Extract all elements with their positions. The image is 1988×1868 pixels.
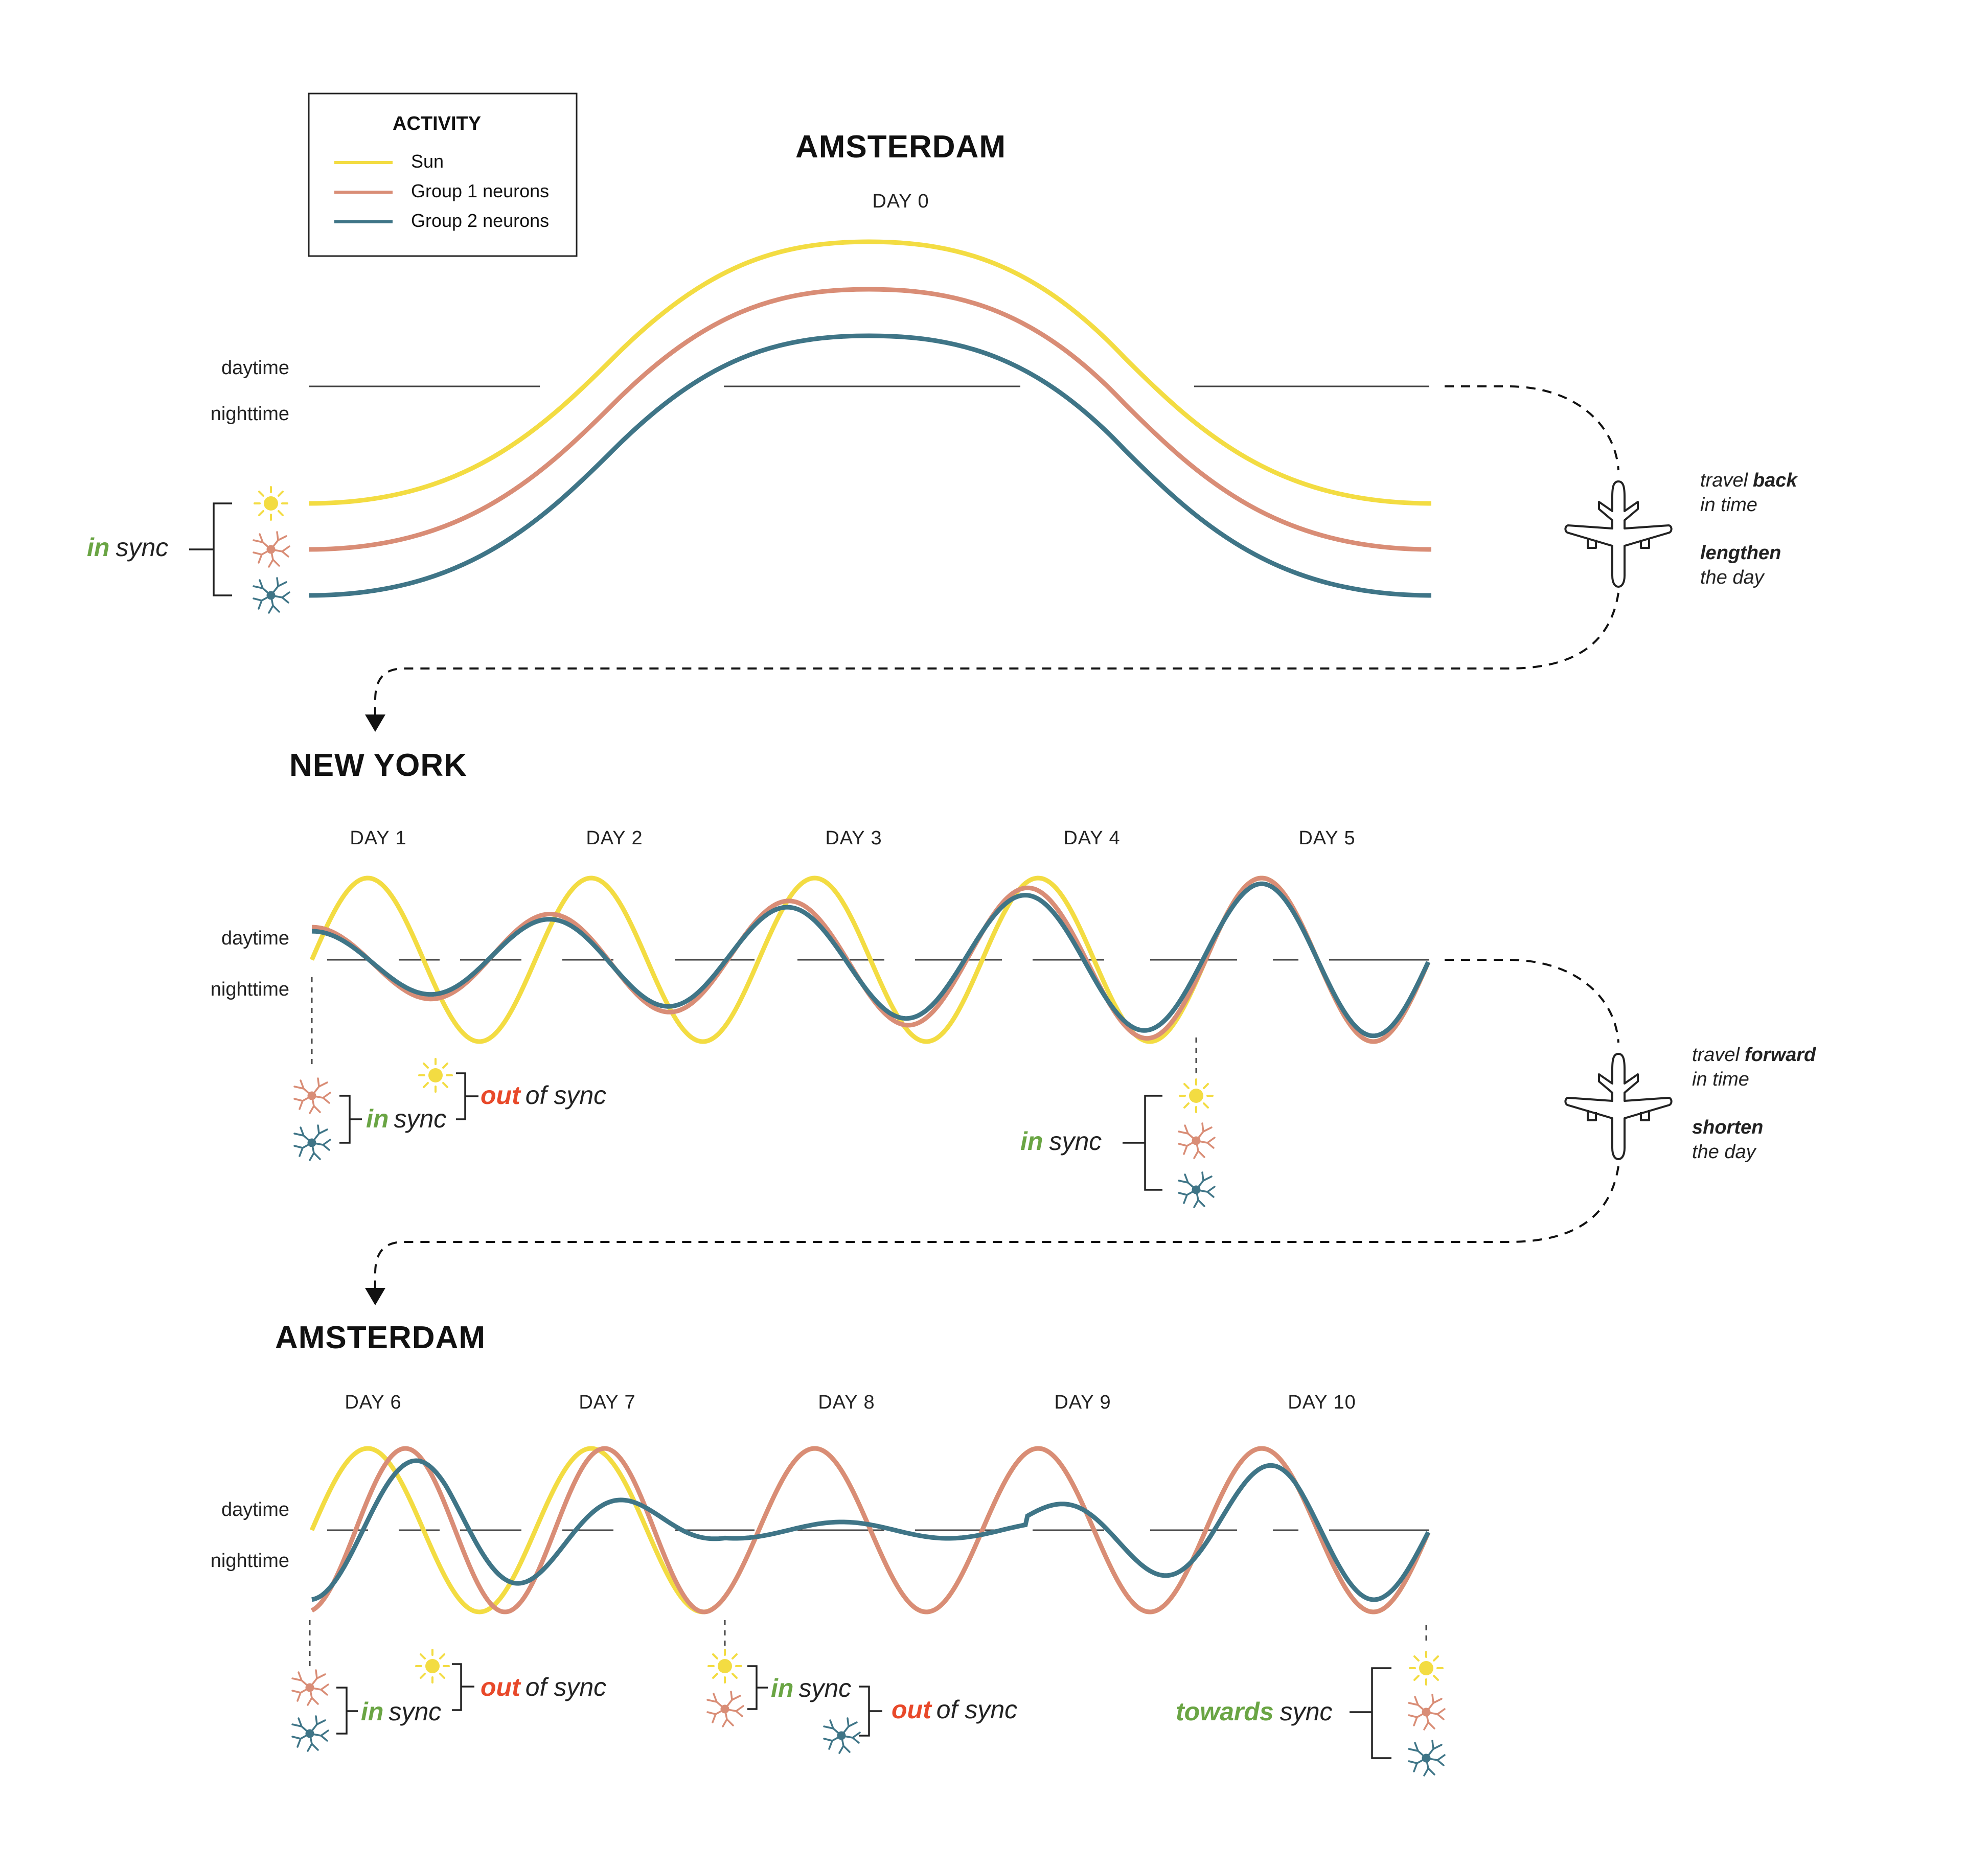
group2-curve (311, 881, 1431, 1039)
travel-text: in time (1692, 1069, 1749, 1090)
airplane-icon (1564, 480, 1673, 588)
neuron-icon (707, 1692, 743, 1726)
panel-title: AMSTERDAM (275, 1320, 486, 1355)
sync-status: in sync (771, 1674, 851, 1702)
neuron-icon (254, 578, 289, 613)
arrow-down-icon (365, 714, 385, 732)
neuron-icon (1409, 1695, 1445, 1729)
day-label: DAY 7 (579, 1392, 635, 1413)
sun-icon (1409, 1651, 1444, 1686)
day-label: DAY 0 (872, 191, 929, 212)
panel-title: NEW YORK (289, 748, 467, 783)
day-label: DAY 5 (1298, 827, 1355, 849)
sun-icon (254, 486, 288, 521)
sun-curve (308, 239, 1432, 506)
sync-status: out of sync (481, 1081, 606, 1110)
sync-status: in sync (87, 533, 168, 562)
neuron-icon (1179, 1172, 1215, 1207)
daytime-label: daytime (221, 1499, 289, 1520)
airplane-icon (1564, 1053, 1673, 1160)
sync-status: out of sync (892, 1695, 1017, 1724)
travel-text: travel forward (1692, 1044, 1816, 1066)
sync-status: towards sync (1176, 1697, 1333, 1726)
day-label: DAY 1 (350, 827, 406, 849)
nighttime-label: nighttime (211, 403, 289, 425)
panel-amsterdam-day0: AMSTERDAM DAY 0 daytime nighttime in sync (87, 129, 1432, 613)
legend: ACTIVITY Sun Group 1 neurons Group 2 neu… (308, 93, 578, 257)
group2-curve (308, 333, 1432, 598)
group2-curve (311, 1458, 1431, 1602)
travel-forward-route: travel forward in time shorten the day (365, 959, 1816, 1305)
day-label: DAY 8 (818, 1392, 875, 1413)
sun-icon (707, 1649, 742, 1683)
nighttime-label: nighttime (211, 1550, 289, 1572)
group1-curve (308, 287, 1432, 552)
travel-text: the day (1692, 1141, 1757, 1163)
neuron-icon (824, 1718, 860, 1753)
daytime-label: daytime (221, 357, 289, 379)
travel-text: in time (1700, 494, 1757, 516)
neuron-icon (294, 1078, 330, 1113)
day-label: DAY 4 (1063, 827, 1120, 849)
day-label: DAY 10 (1288, 1392, 1356, 1413)
travel-text: the day (1700, 567, 1765, 588)
nighttime-label: nighttime (211, 979, 289, 1000)
day-label: DAY 6 (345, 1392, 401, 1413)
panel-new-york: NEW YORK DAY 1 DAY 2 DAY 3 DAY 4 DAY 5 d… (211, 748, 1431, 1207)
sun-icon (415, 1649, 450, 1683)
sun-icon (1179, 1078, 1214, 1113)
panel-amsterdam-return: AMSTERDAM DAY 6 DAY 7 DAY 8 DAY 9 DAY 10… (211, 1320, 1445, 1775)
neuron-icon (292, 1716, 328, 1751)
legend-title: ACTIVITY (393, 113, 481, 134)
travel-back-route: travel back in time lengthen the day (365, 385, 1798, 732)
day-label: DAY 2 (586, 827, 643, 849)
neuron-icon (294, 1125, 330, 1160)
neuron-icon (1409, 1741, 1445, 1775)
sync-status: in sync (366, 1104, 446, 1133)
travel-text: travel back (1700, 470, 1798, 491)
travel-text: shorten (1692, 1117, 1763, 1138)
sync-status: in sync (361, 1697, 441, 1726)
sync-status: in sync (1020, 1127, 1102, 1156)
neuron-icon (1179, 1123, 1215, 1158)
group1-curve (310, 1446, 1431, 1615)
neuron-icon (254, 532, 289, 567)
day-label: DAY 9 (1054, 1392, 1111, 1413)
legend-label-group1: Group 1 neurons (411, 180, 549, 201)
legend-label-sun: Sun (411, 151, 444, 172)
travel-text: lengthen (1700, 542, 1781, 564)
day-label: DAY 3 (825, 827, 882, 849)
neuron-icon (292, 1670, 328, 1705)
panel-title: AMSTERDAM (795, 129, 1006, 165)
daytime-label: daytime (221, 928, 289, 949)
arrow-down-icon (365, 1288, 385, 1305)
legend-label-group2: Group 2 neurons (411, 210, 549, 231)
sync-status: out of sync (481, 1673, 606, 1701)
sun-icon (418, 1058, 453, 1093)
